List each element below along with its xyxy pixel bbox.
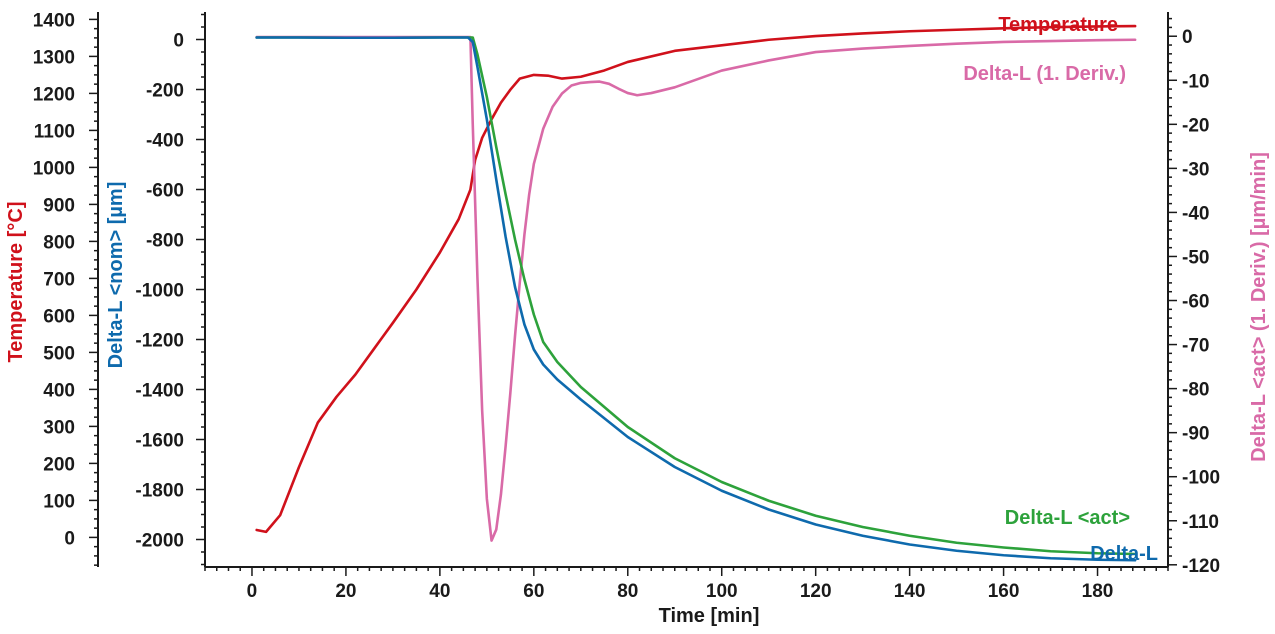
y-deriv-tick-label: -30 xyxy=(1182,159,1209,180)
y-temp-tick-label: 1300 xyxy=(33,47,75,68)
x-axis-title: Time [min] xyxy=(659,605,760,627)
delta-l-nom-axis-title: Delta-L <nom> [µm] xyxy=(105,182,127,369)
x-tick-label: 40 xyxy=(429,581,450,602)
x-tick-label: 160 xyxy=(988,581,1020,602)
y-temp-tick-label: 1000 xyxy=(33,158,75,179)
y-nom-tick-label: -200 xyxy=(146,81,184,102)
x-tick-label: 180 xyxy=(1082,581,1114,602)
series-label-delta-l-act: Delta-L <act> xyxy=(1005,507,1130,529)
y-temp-tick-label: 900 xyxy=(43,195,75,216)
y-temp-tick-label: 600 xyxy=(43,306,75,327)
y-temp-tick-label: 1400 xyxy=(33,10,75,31)
y-deriv-tick-label: -120 xyxy=(1182,556,1220,577)
y-nom-tick-label: -1200 xyxy=(135,331,184,352)
y-nom-tick-label: -1600 xyxy=(135,431,184,452)
series-line-delta-l-1-deriv xyxy=(255,35,1137,542)
y-nom-tick-label: 0 xyxy=(173,31,184,52)
y-nom-tick-label: -400 xyxy=(146,131,184,152)
series-line-delta-l xyxy=(255,36,1137,562)
x-tick-label: 120 xyxy=(800,581,832,602)
labels-layer: Time [min] Temperature [°C] Delta-L <nom… xyxy=(5,14,1270,627)
y-deriv-tick-label: 0 xyxy=(1182,27,1193,48)
y-deriv-tick-label: -10 xyxy=(1182,71,1209,92)
y-deriv-tick-label: -80 xyxy=(1182,380,1209,401)
x-tick-label: 60 xyxy=(523,581,544,602)
y-nom-tick-label: -800 xyxy=(146,231,184,252)
y-temp-tick-label: 400 xyxy=(43,380,75,401)
y-nom-tick-label: -1800 xyxy=(135,481,184,502)
series-label-temperature: Temperature xyxy=(998,14,1118,36)
y-temp-tick-label: 300 xyxy=(43,417,75,438)
y-temp-tick-label: 800 xyxy=(43,232,75,253)
ticks-layer: 0 20 40 60 80 100 120 140 160 180 0 100 200 300 400 500… xyxy=(33,10,1220,602)
series-layer xyxy=(255,24,1137,562)
y-temp-tick-label: 500 xyxy=(43,343,75,364)
y-temp-tick-label: 1200 xyxy=(33,84,75,105)
x-tick-label: 0 xyxy=(247,581,258,602)
y-temp-tick-label: 700 xyxy=(43,269,75,290)
series-label-delta-l-1-deriv: Delta-L (1. Deriv.) xyxy=(963,63,1126,85)
y-nom-tick-label: -1000 xyxy=(135,281,184,302)
y-deriv-tick-label: -70 xyxy=(1182,336,1209,357)
y-nom-tick-label: -1400 xyxy=(135,381,184,402)
series-line-temperature xyxy=(255,24,1137,534)
x-tick-label: 140 xyxy=(894,581,926,602)
y-temp-tick-label: 100 xyxy=(43,491,75,512)
y-deriv-tick-label: -50 xyxy=(1182,247,1209,268)
series-label-delta-l: Delta-L xyxy=(1090,543,1158,565)
temperature-axis-title: Temperature [°C] xyxy=(5,202,27,363)
y-deriv-tick-label: -60 xyxy=(1182,292,1209,313)
y-temp-tick-label: 1100 xyxy=(34,121,75,142)
x-tick-label: 20 xyxy=(335,581,356,602)
y-deriv-tick-label: -40 xyxy=(1182,203,1209,224)
y-deriv-tick-label: -20 xyxy=(1182,115,1209,136)
y-deriv-tick-label: -90 xyxy=(1182,424,1209,445)
x-tick-label: 100 xyxy=(706,581,738,602)
x-tick-label: 80 xyxy=(617,581,638,602)
y-temp-tick-label: 0 xyxy=(64,528,75,549)
y-temp-tick-label: 200 xyxy=(43,454,75,475)
delta-l-deriv-axis-title: Delta-L <act> (1. Deriv.) [µm/min] xyxy=(1248,152,1270,462)
y-nom-tick-label: -2000 xyxy=(135,531,184,552)
y-deriv-tick-label: -110 xyxy=(1182,512,1219,533)
y-deriv-tick-label: -100 xyxy=(1182,468,1220,489)
y-nom-tick-label: -600 xyxy=(146,181,184,202)
